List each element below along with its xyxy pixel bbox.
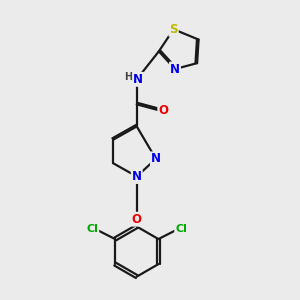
Text: H: H: [124, 72, 133, 82]
Text: N: N: [151, 152, 161, 165]
Text: N: N: [170, 62, 180, 76]
Text: N: N: [133, 73, 143, 86]
Text: S: S: [169, 23, 178, 36]
Text: O: O: [132, 213, 142, 226]
Text: N: N: [132, 170, 142, 183]
Text: O: O: [158, 104, 168, 117]
Text: Cl: Cl: [175, 224, 187, 234]
Text: Cl: Cl: [86, 224, 98, 234]
